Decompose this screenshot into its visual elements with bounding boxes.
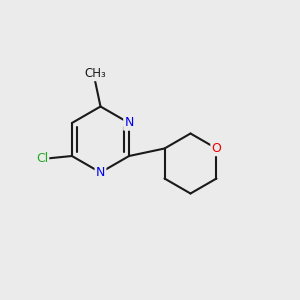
Text: N: N (124, 116, 134, 130)
Text: O: O (212, 142, 221, 155)
Text: CH₃: CH₃ (84, 67, 106, 80)
Text: N: N (96, 166, 105, 179)
Text: Cl: Cl (36, 152, 48, 166)
